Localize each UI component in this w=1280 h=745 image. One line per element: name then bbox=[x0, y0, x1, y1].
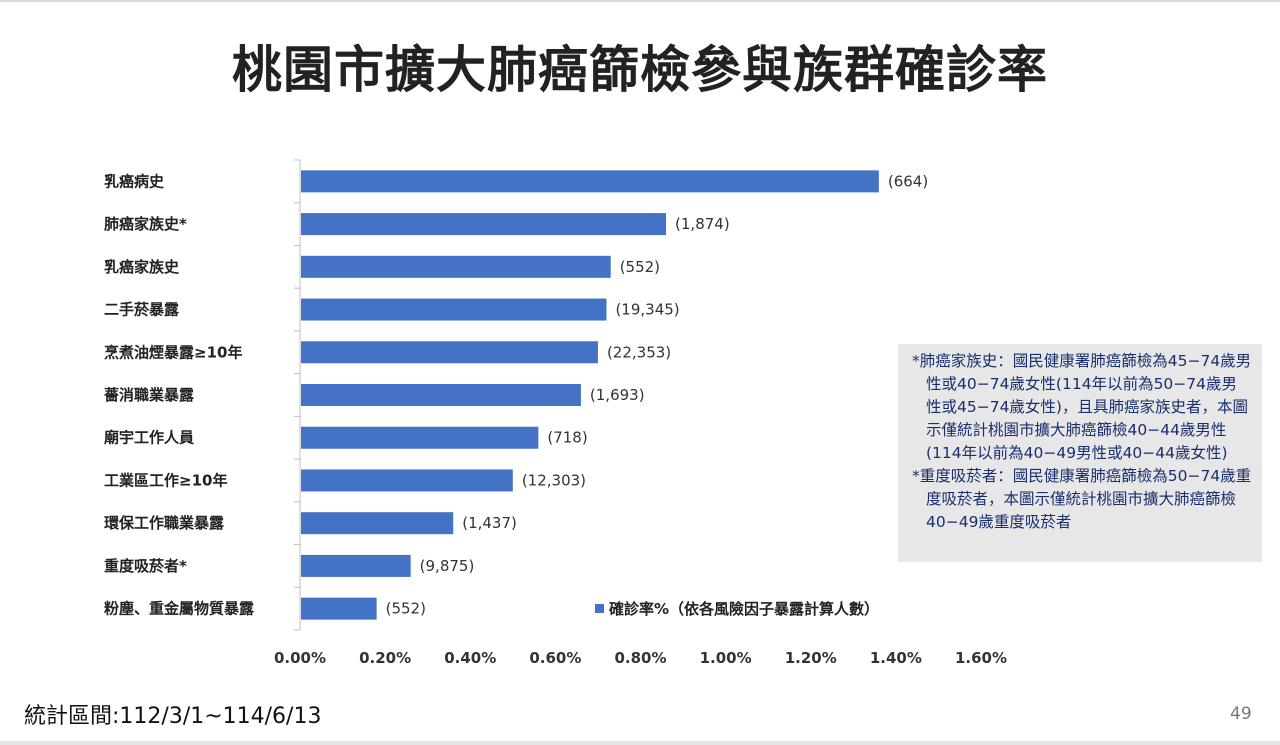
bar bbox=[301, 255, 611, 278]
x-tick-label: 0.20% bbox=[359, 649, 411, 667]
bar-data-label: (552) bbox=[386, 600, 426, 618]
top-rule bbox=[0, 0, 1280, 2]
bar-data-label: (552) bbox=[620, 258, 660, 276]
bar bbox=[301, 341, 598, 364]
bar bbox=[301, 426, 539, 449]
page-title: 桃園市擴大肺癌篩檢參與族群確診率 bbox=[232, 41, 1048, 99]
bar-data-label: (9,875) bbox=[420, 557, 475, 575]
footnote-heavy-smoker: *重度吸菸者：國民健康署肺癌篩檢為50−74歲重度吸菸者，本圖示僅統計桃園市擴大… bbox=[912, 467, 1252, 531]
category-label: 粉塵、重金屬物質暴露 bbox=[104, 600, 255, 618]
category-label: 二手菸暴露 bbox=[104, 301, 180, 319]
bar-data-label: (718) bbox=[547, 429, 587, 447]
x-tick-label: 0.80% bbox=[614, 649, 666, 667]
category-label: 肺癌家族史* bbox=[104, 215, 187, 233]
bar bbox=[301, 384, 581, 406]
x-tick-label: 1.60% bbox=[955, 649, 1007, 667]
statistics-period: 統計區間:112/3/1~114/6/13 bbox=[24, 704, 322, 729]
bar-data-label: (1,874) bbox=[675, 215, 730, 233]
category-label: 乳癌家族史 bbox=[104, 258, 180, 276]
category-label: 乳癌病史 bbox=[104, 172, 165, 190]
bar-data-label: (1,437) bbox=[462, 514, 517, 532]
category-label: 烹煮油煙暴露≥10年 bbox=[104, 343, 242, 361]
category-label: 工業區工作≥10年 bbox=[104, 471, 227, 489]
bar-data-label: (19,345) bbox=[615, 301, 679, 319]
x-tick-label: 1.40% bbox=[870, 649, 922, 667]
bar bbox=[301, 512, 454, 535]
footnote-family-history: *肺癌家族史：國民健康署肺癌篩檢為45−74歲男性或40−74歲女性(114年以… bbox=[912, 352, 1252, 462]
x-tick-label: 0.60% bbox=[529, 649, 581, 667]
x-tick-label: 0.40% bbox=[444, 649, 496, 667]
bar bbox=[301, 213, 667, 236]
bar bbox=[301, 597, 377, 620]
footnote-box: *肺癌家族史：國民健康署肺癌篩檢為45−74歲男性或40−74歲女性(114年以… bbox=[898, 344, 1262, 562]
bar bbox=[301, 170, 879, 193]
legend-label: 確診率%（依各風險因子暴露計算人數） bbox=[608, 600, 879, 618]
bar-data-label: (1,693) bbox=[590, 386, 645, 404]
x-tick-label: 0.00% bbox=[274, 649, 326, 667]
category-label: 廟宇工作人員 bbox=[104, 429, 194, 447]
page-number: 49 bbox=[1230, 704, 1252, 724]
x-tick-label: 1.20% bbox=[785, 649, 837, 667]
category-label: 環保工作職業暴露 bbox=[104, 514, 225, 532]
bar bbox=[301, 469, 513, 492]
legend-swatch bbox=[595, 604, 604, 613]
bar bbox=[301, 298, 607, 321]
bar bbox=[301, 554, 411, 577]
bar-data-label: (12,303) bbox=[522, 471, 586, 489]
bar-data-label: (22,353) bbox=[607, 343, 671, 361]
category-label: 重度吸菸者* bbox=[104, 557, 187, 575]
x-tick-label: 1.00% bbox=[700, 649, 752, 667]
bar-data-label: (664) bbox=[888, 172, 928, 190]
category-label: 薔消職業暴露 bbox=[104, 386, 195, 404]
bottom-rule bbox=[0, 741, 1280, 745]
